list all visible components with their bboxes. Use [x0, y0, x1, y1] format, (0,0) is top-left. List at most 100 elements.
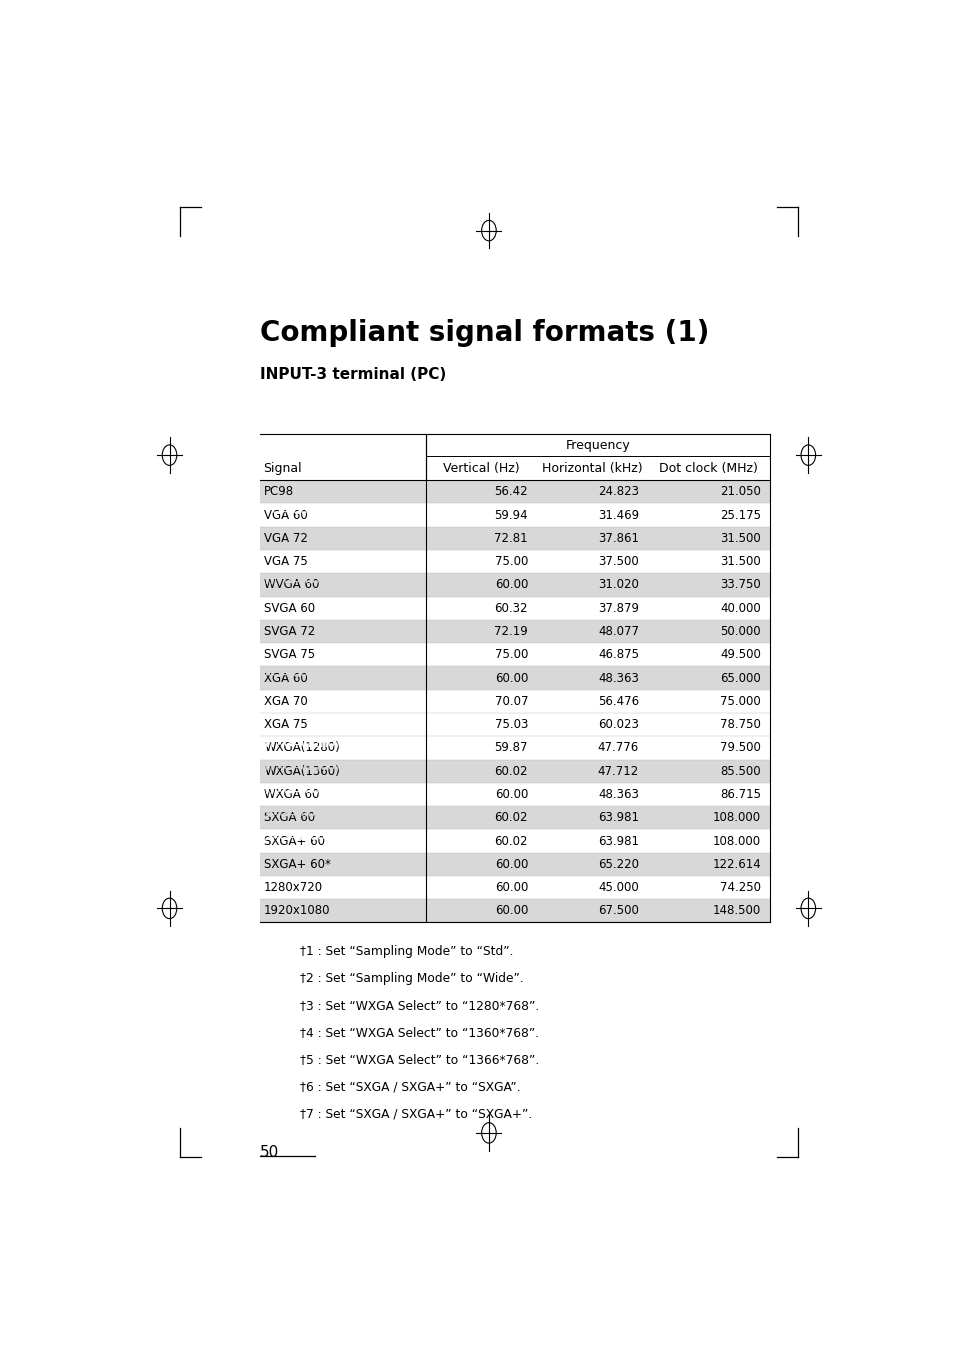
Text: Dot clock (MHz): Dot clock (MHz) — [659, 462, 758, 475]
Text: VGA 75: VGA 75 — [264, 555, 308, 568]
Text: 108.000: 108.000 — [712, 811, 760, 825]
Text: SXGA+ 60: SXGA+ 60 — [264, 834, 325, 848]
Text: 60.02: 60.02 — [494, 764, 528, 778]
Text: WVGA 60: WVGA 60 — [264, 574, 323, 587]
Text: VGA 60: VGA 60 — [264, 509, 308, 521]
Text: 48.363: 48.363 — [598, 671, 639, 684]
Text: 59.94: 59.94 — [494, 509, 528, 521]
Text: 60.00: 60.00 — [495, 671, 528, 684]
Text: 65.000: 65.000 — [720, 671, 760, 684]
Text: 72.19: 72.19 — [494, 625, 528, 639]
Text: WXGA 60: WXGA 60 — [264, 788, 319, 801]
Text: 45.000: 45.000 — [598, 882, 639, 894]
Text: VGA 60: VGA 60 — [264, 505, 312, 517]
Text: 31.500: 31.500 — [720, 532, 760, 545]
Bar — [259, 667, 769, 690]
Text: 59.87: 59.87 — [494, 741, 528, 755]
Text: VGA 72: VGA 72 — [264, 532, 308, 545]
Bar — [259, 760, 769, 783]
Text: 31.469: 31.469 — [598, 509, 639, 521]
Text: 60.00: 60.00 — [495, 578, 528, 591]
Text: Frequency: Frequency — [565, 439, 630, 452]
Text: 37.500: 37.500 — [598, 555, 639, 568]
Text: Vertical (Hz): Vertical (Hz) — [443, 462, 519, 475]
Text: 47.712: 47.712 — [598, 764, 639, 778]
Text: 24.823: 24.823 — [598, 485, 639, 498]
Text: 48.363: 48.363 — [598, 788, 639, 801]
Text: SVGA 72: SVGA 72 — [264, 625, 315, 639]
Text: †1 : Set “Sampling Mode” to “Std”.: †1 : Set “Sampling Mode” to “Std”. — [300, 945, 514, 958]
Text: 78.750: 78.750 — [720, 718, 760, 732]
Text: 47.776: 47.776 — [598, 741, 639, 755]
Text: 60.02: 60.02 — [494, 834, 528, 848]
Text: INPUT-3 terminal (PC): INPUT-3 terminal (PC) — [259, 367, 445, 382]
Text: 25.175: 25.175 — [720, 509, 760, 521]
Text: Compliant signal formats (1): Compliant signal formats (1) — [259, 319, 708, 347]
Bar — [259, 526, 769, 549]
Text: 46.875: 46.875 — [598, 648, 639, 662]
Text: 122.614: 122.614 — [712, 857, 760, 871]
Text: †2 : Set “Sampling Mode” to “Wide”.: †2 : Set “Sampling Mode” to “Wide”. — [300, 972, 523, 986]
Text: 63.981: 63.981 — [598, 811, 639, 825]
Text: †4 : Set “WXGA Select” to “1360*768”.: †4 : Set “WXGA Select” to “1360*768”. — [300, 1026, 539, 1040]
Text: 67.500: 67.500 — [598, 904, 639, 918]
Text: 49.500: 49.500 — [720, 648, 760, 662]
Text: †5 : Set “WXGA Select” to “1366*768”.: †5 : Set “WXGA Select” to “1366*768”. — [300, 1053, 539, 1066]
Text: WVGA 60: WVGA 60 — [264, 578, 319, 591]
Bar — [259, 853, 769, 876]
Text: 37.879: 37.879 — [598, 602, 639, 614]
Bar — [259, 620, 769, 643]
Text: Horizontal (kHz): Horizontal (kHz) — [541, 462, 642, 475]
Text: 63.981: 63.981 — [598, 834, 639, 848]
Text: 60.02: 60.02 — [494, 811, 528, 825]
Text: 50.000: 50.000 — [720, 625, 760, 639]
Text: 74.250: 74.250 — [720, 882, 760, 894]
Text: SXGA+ 60: SXGA+ 60 — [264, 830, 329, 844]
Text: †7 : Set “SXGA / SXGA+” to “SXGA+”.: †7 : Set “SXGA / SXGA+” to “SXGA+”. — [300, 1107, 532, 1120]
Text: 48.077: 48.077 — [598, 625, 639, 639]
Text: WXGA(1280): WXGA(1280) — [264, 741, 339, 755]
Text: 60.00: 60.00 — [495, 857, 528, 871]
Text: 50: 50 — [259, 1145, 278, 1160]
Text: SVGA 75: SVGA 75 — [264, 648, 314, 662]
Text: †3 : Set “WXGA Select” to “1280*768”.: †3 : Set “WXGA Select” to “1280*768”. — [300, 999, 539, 1012]
Text: 1280x720: 1280x720 — [264, 882, 323, 894]
Text: XGA 75: XGA 75 — [264, 718, 308, 732]
Text: 108.000: 108.000 — [712, 834, 760, 848]
Text: WXGA(1360): WXGA(1360) — [264, 764, 339, 778]
Text: 65.220: 65.220 — [598, 857, 639, 871]
Text: 70.07: 70.07 — [494, 695, 528, 707]
Text: 1920x1080: 1920x1080 — [264, 904, 331, 918]
Bar — [259, 899, 769, 922]
Text: †6 : Set “SXGA / SXGA+” to “SXGA”.: †6 : Set “SXGA / SXGA+” to “SXGA”. — [300, 1080, 520, 1094]
Text: 79.500: 79.500 — [720, 741, 760, 755]
Text: WXGA(1280): WXGA(1280) — [264, 737, 343, 751]
Text: 31.500: 31.500 — [720, 555, 760, 568]
Text: 21.050: 21.050 — [720, 485, 760, 498]
Text: WXGA(1360): WXGA(1360) — [264, 760, 343, 774]
Text: 33.750: 33.750 — [720, 578, 760, 591]
Text: 86.715: 86.715 — [720, 788, 760, 801]
Text: XGA 70: XGA 70 — [264, 695, 308, 707]
Text: 37.861: 37.861 — [598, 532, 639, 545]
Bar — [259, 481, 769, 504]
Bar — [259, 806, 769, 829]
Text: 56.42: 56.42 — [494, 485, 528, 498]
Bar — [259, 574, 769, 597]
Text: 60.32: 60.32 — [494, 602, 528, 614]
Text: WXGA 60: WXGA 60 — [264, 784, 323, 796]
Text: 75.00: 75.00 — [495, 555, 528, 568]
Text: 75.03: 75.03 — [495, 718, 528, 732]
Text: 60.00: 60.00 — [495, 882, 528, 894]
Text: 60.00: 60.00 — [495, 904, 528, 918]
Text: 75.000: 75.000 — [720, 695, 760, 707]
Text: XGA 60: XGA 60 — [264, 671, 308, 684]
Text: 72.81: 72.81 — [494, 532, 528, 545]
Text: 60.023: 60.023 — [598, 718, 639, 732]
Text: 75.00: 75.00 — [495, 648, 528, 662]
Text: SXGA 60: SXGA 60 — [264, 811, 314, 825]
Text: 40.000: 40.000 — [720, 602, 760, 614]
Text: SXGA+ 60*: SXGA+ 60* — [264, 857, 331, 871]
Text: 56.476: 56.476 — [598, 695, 639, 707]
Text: XGA 60: XGA 60 — [264, 667, 312, 680]
